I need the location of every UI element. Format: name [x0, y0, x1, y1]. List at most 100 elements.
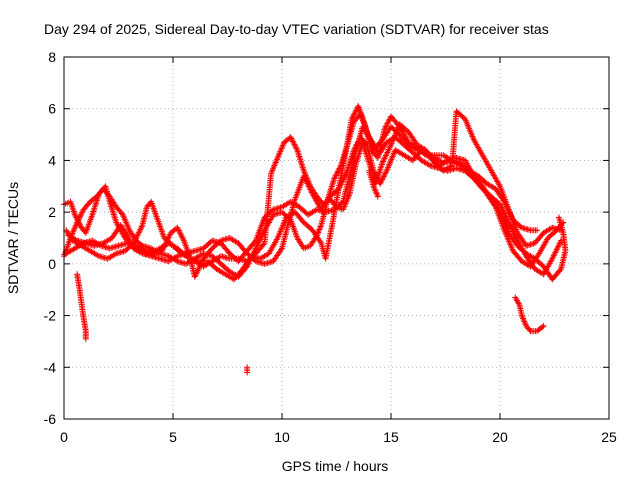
data-point [335, 166, 342, 173]
data-point [138, 241, 145, 248]
data-point [79, 209, 86, 216]
data-point [72, 236, 79, 243]
data-point [326, 189, 333, 196]
data-point [180, 236, 187, 243]
data-point [297, 158, 304, 165]
data-point [127, 239, 134, 246]
data-point [125, 235, 132, 242]
data-point [74, 218, 81, 225]
data-point [94, 252, 101, 259]
data-point [558, 237, 565, 244]
data-point [298, 161, 305, 168]
data-point [177, 231, 184, 238]
data-point [329, 180, 336, 187]
data-point [291, 141, 298, 148]
y-tick-label: 8 [48, 49, 56, 65]
data-point [333, 171, 340, 178]
data-point [353, 141, 360, 148]
grid [64, 57, 609, 419]
data-point [534, 227, 541, 234]
data-point [92, 202, 99, 209]
data-point [350, 111, 357, 118]
data-point [179, 234, 186, 241]
data-point [380, 174, 387, 181]
data-point [519, 314, 526, 321]
data-point [172, 257, 179, 264]
data-point [329, 181, 336, 188]
data-point [382, 170, 389, 177]
data-point [353, 142, 360, 149]
data-point [377, 166, 384, 173]
data-point [108, 205, 115, 212]
data-point [526, 326, 533, 333]
data-point [244, 369, 251, 376]
data-point [521, 318, 528, 325]
y-tick-label: 4 [48, 152, 56, 168]
data-point [520, 317, 527, 324]
data-point [425, 161, 432, 168]
data-point [295, 151, 302, 158]
data-point [75, 216, 82, 223]
data-point [355, 138, 362, 145]
series-fragment-1 [74, 271, 89, 342]
series-fragment-2 [244, 364, 251, 376]
y-tick-label: 6 [48, 101, 56, 117]
data-point [334, 169, 341, 176]
data-point [90, 206, 97, 213]
data-point [110, 211, 117, 218]
data-point [76, 215, 83, 222]
chart-title: Day 294 of 2025, Sidereal Day-to-day VTE… [44, 21, 549, 37]
data-point [292, 144, 299, 151]
axis-ticks: 0 5 10 15 20 25 -6 -4 -2 0 2 4 6 8 [44, 49, 617, 445]
data-point [297, 156, 304, 163]
data-point [316, 226, 323, 233]
data-point [385, 117, 392, 124]
data-point [556, 267, 563, 274]
data-point [317, 238, 324, 245]
data-point [558, 227, 565, 234]
data-point [287, 134, 294, 141]
data-point [109, 206, 116, 213]
data-point [313, 232, 320, 239]
y-tick-label: 0 [48, 256, 56, 272]
data-point [520, 315, 527, 322]
data-point [328, 183, 335, 190]
data-point [371, 184, 378, 191]
data-point [111, 214, 118, 221]
data-point [331, 175, 338, 182]
data-point [540, 322, 547, 329]
data-point [76, 213, 83, 220]
data-point [299, 162, 306, 169]
data-point [379, 176, 386, 183]
data-point [176, 228, 183, 235]
series-fragment-4 [366, 167, 381, 200]
data-point [127, 238, 134, 245]
data-point [260, 241, 267, 248]
data-point [376, 167, 383, 174]
data-points [61, 103, 569, 376]
data-point [111, 251, 118, 258]
data-point [374, 192, 381, 199]
data-point [352, 144, 359, 151]
data-point [383, 122, 390, 129]
data-point [296, 153, 303, 160]
data-point [314, 230, 321, 237]
data-point [82, 335, 89, 342]
data-point [91, 205, 98, 212]
data-point [382, 123, 389, 130]
data-point [539, 323, 546, 330]
data-point [71, 211, 78, 218]
data-point [138, 249, 145, 256]
data-point [332, 172, 339, 179]
data-point [334, 168, 341, 175]
data-point [316, 225, 323, 232]
x-tick-label: 5 [169, 429, 177, 445]
data-point [373, 189, 380, 196]
data-point [91, 203, 98, 210]
x-tick-label: 0 [60, 429, 68, 445]
data-point [155, 249, 162, 256]
data-point [332, 174, 339, 181]
data-point [72, 213, 79, 220]
data-point [315, 227, 322, 234]
